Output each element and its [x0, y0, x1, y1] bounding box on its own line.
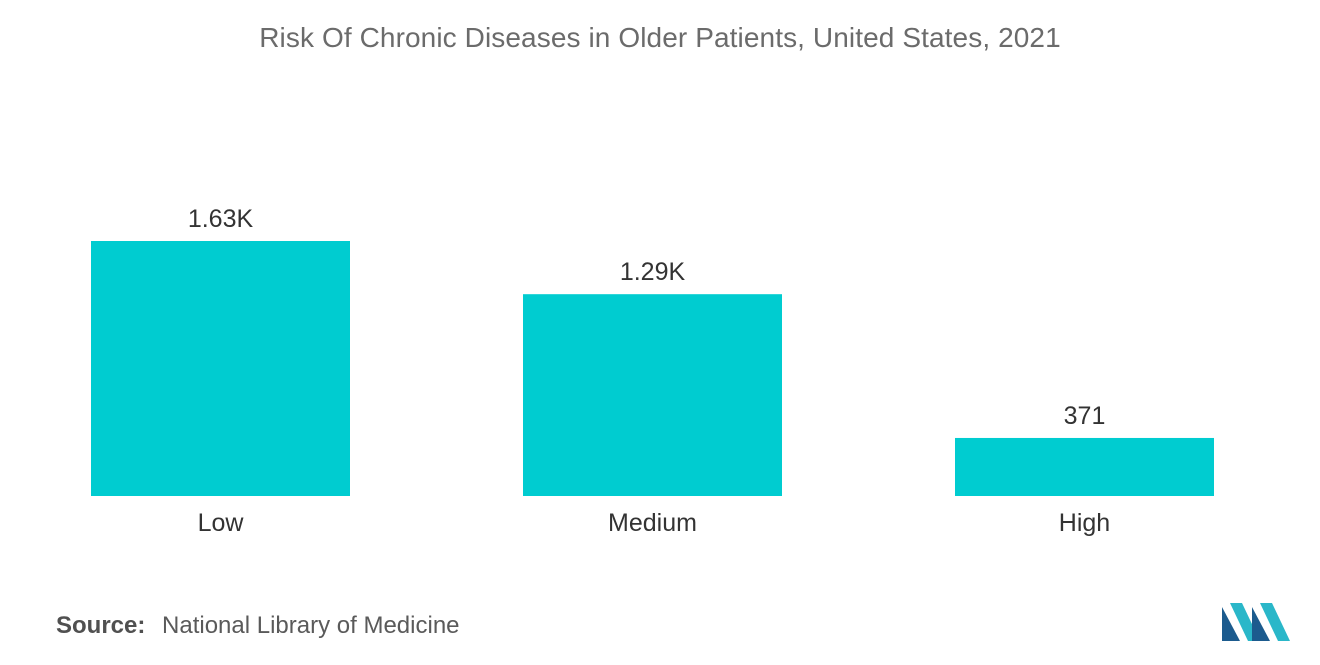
x-tick-label-medium: Medium — [608, 509, 697, 537]
x-tick-label-high: High — [1059, 509, 1110, 537]
chart-title: Risk Of Chronic Diseases in Older Patien… — [259, 22, 1061, 53]
mordor-intelligence-logo-icon — [1222, 603, 1290, 641]
source-text: National Library of Medicine — [162, 612, 460, 639]
source-label: Source: — [56, 612, 146, 639]
bar-high — [955, 437, 1214, 496]
x-tick-label-low: Low — [198, 509, 245, 537]
bar-medium — [523, 294, 782, 496]
data-label-high: 371 — [1064, 402, 1106, 430]
data-label-medium: 1.29K — [620, 258, 686, 286]
source-note: Source: National Library of Medicine — [56, 612, 460, 640]
data-label-low: 1.63K — [188, 205, 254, 233]
bar-low — [91, 241, 350, 496]
